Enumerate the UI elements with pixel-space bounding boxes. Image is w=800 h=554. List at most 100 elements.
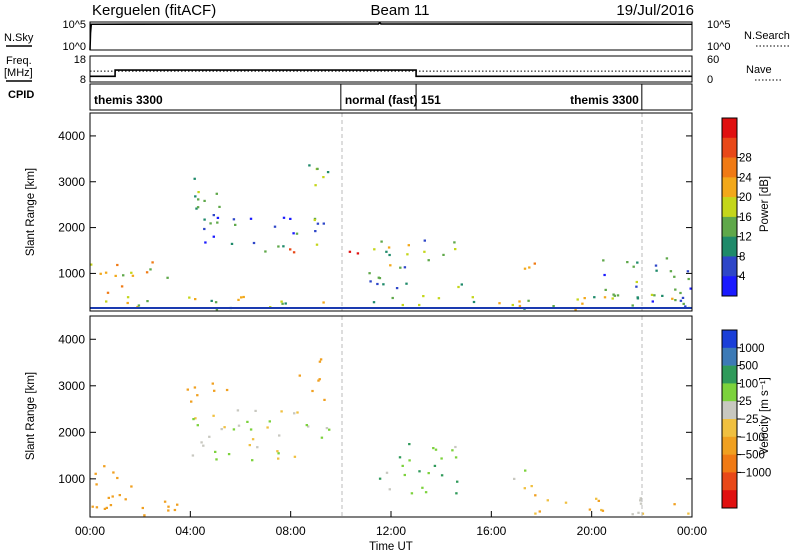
colorbar-tick-label: 500 <box>739 361 758 373</box>
y-tick-label: 3000 <box>58 379 85 393</box>
echo-cell <box>216 221 219 224</box>
echo-cell <box>453 241 456 244</box>
power-colorbar-label: Power [dB] <box>759 176 771 232</box>
echo-cell <box>213 389 216 392</box>
echo-cell <box>320 436 324 439</box>
date-title: 19/Jul/2016 <box>616 2 694 19</box>
echo-cell <box>316 222 320 225</box>
echo-cell <box>513 477 516 480</box>
echo-cell <box>149 268 152 271</box>
echo-cell <box>455 492 458 495</box>
freq-frame <box>89 55 693 83</box>
echo-cell <box>118 494 121 497</box>
echo-cell <box>588 508 592 511</box>
echo-cell <box>188 296 191 299</box>
echo-cell <box>665 257 669 260</box>
echo-cell <box>264 250 267 253</box>
echo-cell <box>208 435 211 438</box>
velocity-colorbar: 1000 500 100 25 −25 −100 −500 −1000 <box>721 329 771 509</box>
power-colorbar: 4 8 12 16 20 24 28 <box>721 117 752 297</box>
cpid-frame <box>89 83 693 111</box>
echo-cell <box>200 441 203 444</box>
echo-cell <box>408 443 411 446</box>
echo-cell <box>277 457 280 460</box>
echo-cell <box>418 470 421 473</box>
y-tick-label: 3000 <box>58 175 85 189</box>
echo-cell <box>313 218 316 222</box>
echo-cell <box>319 358 323 361</box>
nsearch-label: N.Search <box>744 30 790 42</box>
power-frame <box>89 112 693 312</box>
echo-cell <box>395 287 399 290</box>
freq-label: Freq. [MHz] <box>4 55 33 79</box>
echo-cell <box>190 400 193 403</box>
echo-cell <box>689 287 692 290</box>
echo-cell <box>601 509 605 512</box>
colorbar-swatch <box>722 472 737 491</box>
x-tick-label: 16:00 <box>476 524 506 538</box>
echo-cell <box>216 216 220 219</box>
echo-cell <box>534 512 537 515</box>
echo-cell <box>377 276 380 279</box>
echo-cell <box>296 411 299 414</box>
echo-cell <box>511 303 514 307</box>
echo-cell <box>518 300 521 303</box>
echo-cell <box>401 303 404 307</box>
echo-cell <box>326 171 330 174</box>
echo-cell <box>197 198 200 201</box>
beam-title: Beam 11 <box>371 2 430 19</box>
echo-cell <box>687 512 690 515</box>
x-tick-label: 00:00 <box>677 524 707 538</box>
nave-tick-top: 60 <box>707 54 719 66</box>
echo-cell <box>196 394 199 397</box>
echo-cell <box>289 248 292 251</box>
echo-cell <box>322 301 325 304</box>
echo-cell <box>284 302 287 305</box>
echo-cell <box>398 456 402 459</box>
echo-cell <box>163 500 167 503</box>
echo-cell <box>105 506 108 509</box>
echo-cell <box>639 502 643 505</box>
echo-cell <box>249 428 253 431</box>
echo-cell <box>534 494 537 497</box>
echo-cell <box>427 472 430 475</box>
echo-cell <box>674 299 677 302</box>
echo-cell <box>314 230 317 233</box>
echo-cell <box>600 508 603 512</box>
echo-cell <box>94 472 97 475</box>
echo-cell <box>518 304 522 308</box>
colorbar-tick-label: 24 <box>739 172 752 184</box>
y-tick-label: 2000 <box>58 221 85 235</box>
echo-cell <box>382 283 385 286</box>
nave-tick-bottom: 0 <box>707 74 713 86</box>
colorbar-tick-label: −500 <box>739 450 765 462</box>
echo-cell <box>196 424 199 427</box>
echo-cell <box>204 241 207 244</box>
echo-cell <box>194 417 197 420</box>
echo-cell <box>440 457 443 460</box>
x-tick-label: 00:00 <box>75 524 105 538</box>
station-title: Kerguelen (fitACF) <box>92 2 216 19</box>
echo-cell <box>527 299 530 302</box>
echo-cell <box>421 486 424 489</box>
echo-cell <box>456 480 459 483</box>
echo-cell <box>293 455 297 458</box>
echo-cell <box>401 464 404 467</box>
echo-cell <box>524 469 527 472</box>
echo-cell <box>120 285 124 288</box>
echo-cell <box>232 428 236 431</box>
colorbar-swatch <box>722 490 737 509</box>
echo-cell <box>388 253 391 257</box>
echo-cell <box>418 303 421 307</box>
echo-cell <box>214 301 218 304</box>
velocity-panel: 1000 2000 3000 4000 00:00 04:00 08:00 12:00 16:… <box>25 315 771 553</box>
cpid-label: CPID <box>8 89 34 101</box>
echo-cell <box>311 389 314 393</box>
echo-cell <box>651 300 654 303</box>
echo-cell <box>191 454 195 457</box>
echo-cell <box>273 225 277 228</box>
echo-cell <box>166 276 169 279</box>
echo-cell <box>533 262 536 265</box>
echo-cell <box>408 459 411 462</box>
